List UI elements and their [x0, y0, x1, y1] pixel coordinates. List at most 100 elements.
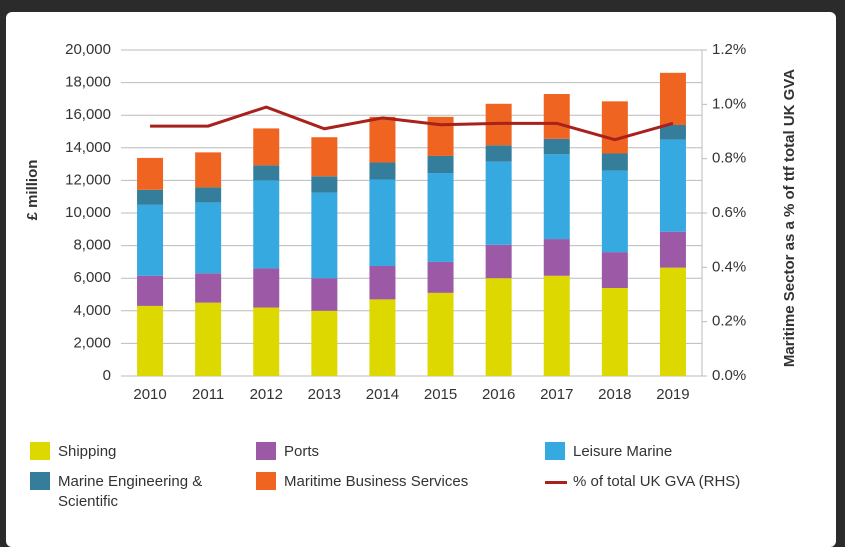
bar-segment	[137, 275, 164, 306]
legend-label: Maritime Business Services	[284, 473, 469, 490]
bar-segment	[659, 231, 686, 268]
y-tick-label: 8,000	[73, 237, 111, 254]
bar-segment	[659, 267, 686, 376]
bar-segment	[427, 292, 454, 376]
bar-segment	[543, 94, 570, 139]
bar-segment	[369, 299, 396, 376]
x-tick-label: 2010	[133, 386, 166, 403]
bar-segment	[195, 202, 222, 274]
bar-segment	[137, 305, 164, 376]
bar-segment	[659, 139, 686, 232]
bar-segment	[253, 128, 280, 166]
bar-segment	[601, 170, 628, 253]
x-tick-label: 2015	[424, 386, 457, 403]
x-tick-label: 2011	[192, 386, 224, 403]
bar-segment	[311, 137, 338, 177]
legend-item: Ports	[256, 442, 471, 462]
y2-tick-label: 0.2%	[712, 313, 746, 330]
y2-tick-label: 1.0%	[712, 95, 746, 112]
bar-segment	[543, 138, 570, 155]
bar-segment	[485, 145, 512, 162]
bar-segment	[253, 165, 280, 181]
bar-segment	[601, 287, 628, 376]
legend-swatch	[256, 472, 276, 490]
bar-segment	[311, 310, 338, 376]
bar-segment	[253, 307, 280, 376]
legend-item: Maritime Business Services	[256, 472, 471, 492]
legend-swatch	[30, 472, 50, 490]
x-tick-label: 2019	[656, 386, 689, 403]
bar-segment	[195, 187, 222, 203]
legend-item: Shipping	[30, 442, 225, 462]
bar-segment	[543, 275, 570, 376]
y2-tick-label: 0.6%	[712, 204, 746, 221]
bar-segment	[137, 204, 164, 276]
y2-tick-label: 1.2%	[712, 41, 746, 58]
y-tick-label: 4,000	[73, 302, 111, 319]
bar-segment	[311, 192, 338, 279]
bar-segment	[485, 244, 512, 279]
y-tick-label: 14,000	[65, 139, 111, 156]
legend-label: Marine Engineering & Scientific	[58, 473, 203, 510]
bar-segment	[137, 189, 164, 205]
bar-segment	[601, 252, 628, 288]
bar-segment	[659, 124, 686, 140]
bar-segment	[195, 152, 222, 188]
bar-segment	[369, 116, 396, 163]
legend-label: Ports	[284, 443, 320, 460]
legend-swatch	[30, 442, 50, 460]
x-tick-label: 2017	[540, 386, 573, 403]
bar-segment	[253, 180, 280, 269]
y-axis-label: £ million	[24, 160, 41, 221]
bar-segment	[659, 72, 686, 125]
y-tick-label: 18,000	[65, 74, 111, 91]
bar-segment	[311, 176, 338, 193]
y2-tick-label: 0.8%	[712, 150, 746, 167]
legend-swatch	[545, 442, 565, 460]
bar-segment	[137, 157, 164, 190]
bar-segment	[543, 154, 570, 240]
x-tick-label: 2014	[366, 386, 399, 403]
legend-label: % of total UK GVA (RHS)	[573, 473, 741, 490]
y-tick-label: 10,000	[65, 204, 111, 221]
bar-segment	[195, 302, 222, 376]
bar-segment	[485, 161, 512, 245]
legend-item: Leisure Marine	[545, 442, 760, 462]
bar-segment	[195, 273, 222, 303]
bar-segment	[543, 239, 570, 276]
bar-segment	[601, 153, 628, 171]
y-tick-label: 0	[103, 367, 111, 384]
bar-segment	[485, 278, 512, 376]
bar-segment	[253, 268, 280, 308]
y-tick-label: 6,000	[73, 269, 111, 286]
bar-segment	[311, 278, 338, 311]
bar-segment	[427, 173, 454, 262]
bar-segment	[427, 155, 454, 174]
bar-segment	[369, 162, 396, 180]
legend-label: Leisure Marine	[573, 443, 673, 460]
y2-axis-label: Maritime Sector as a % of ttf total UK G…	[781, 69, 798, 367]
bar-segment	[369, 179, 396, 266]
line-series	[150, 105, 674, 142]
y-tick-label: 12,000	[65, 171, 111, 188]
legend-label: Shipping	[58, 443, 117, 460]
legend-swatch	[545, 481, 567, 484]
x-tick-label: 2016	[482, 386, 515, 403]
y2-tick-label: 0.4%	[712, 258, 746, 275]
y-tick-label: 2,000	[73, 334, 111, 351]
legend-item: % of total UK GVA (RHS)	[545, 472, 760, 492]
bar-segment	[601, 101, 628, 154]
x-tick-label: 2013	[308, 386, 341, 403]
y-tick-label: 20,000	[65, 41, 111, 58]
legend: Shipping Ports Leisure Marine Marine Engine…	[0, 440, 845, 520]
legend-swatch	[256, 442, 276, 460]
x-tick-label: 2018	[598, 386, 631, 403]
legend-item: Marine Engineering & Scientific	[30, 472, 225, 512]
y2-tick-label: 0.0%	[712, 367, 746, 384]
x-tick-label: 2012	[250, 386, 283, 403]
y-tick-label: 16,000	[65, 106, 111, 123]
bar-segment	[427, 261, 454, 293]
bar-segment	[369, 265, 396, 300]
